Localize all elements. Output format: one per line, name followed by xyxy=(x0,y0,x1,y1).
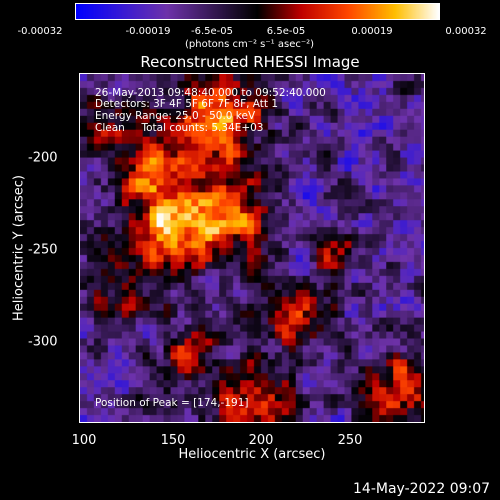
y-tick-label: -250 xyxy=(28,242,58,258)
colorbar-tick: 0.00032 xyxy=(445,26,487,37)
x-tick-label: 150 xyxy=(160,433,186,448)
info-detectors: Detectors: 3F 4F 5F 6F 7F 8F, Att 1 xyxy=(95,98,279,110)
chart-title: Reconstructed RHESSI Image xyxy=(140,53,360,71)
colorbar-tick: -0.00019 xyxy=(125,26,171,37)
colorbar-tick: -6.5e-05 xyxy=(191,26,233,37)
info-energy-range: Energy Range: 25.0 - 50.0 keV xyxy=(95,110,256,122)
image-plot-area xyxy=(79,73,425,423)
colorbar-gradient xyxy=(76,4,439,19)
info-clean-counts: Clean Total counts: 5.34E+03 xyxy=(95,122,264,134)
y-tick-label: -300 xyxy=(28,334,58,350)
info-peak-position: Position of Peak = [174,-191] xyxy=(95,397,249,409)
colorbar-unit-label: (photons cm⁻² s⁻¹ asec⁻²) xyxy=(185,39,315,50)
y-axis-label: Heliocentric Y (arcsec) xyxy=(11,175,27,321)
heatmap-image xyxy=(80,74,424,422)
x-tick-label: 200 xyxy=(248,433,274,448)
x-axis-label: Heliocentric X (arcsec) xyxy=(178,447,326,462)
x-tick-label: 100 xyxy=(71,433,97,448)
info-time-range: 26-May-2013 09:48:40.000 to 09:52:40.000 xyxy=(95,87,326,99)
footer-timestamp: 14-May-2022 09:07 xyxy=(353,481,491,497)
colorbar-tick: -0.00032 xyxy=(17,26,63,37)
y-tick-label: -200 xyxy=(28,150,58,166)
x-tick-label: 250 xyxy=(337,433,363,448)
colorbar-tick: 6.5e-05 xyxy=(266,26,306,37)
colorbar-tick: 0.00019 xyxy=(351,26,393,37)
colorbar xyxy=(75,3,440,20)
